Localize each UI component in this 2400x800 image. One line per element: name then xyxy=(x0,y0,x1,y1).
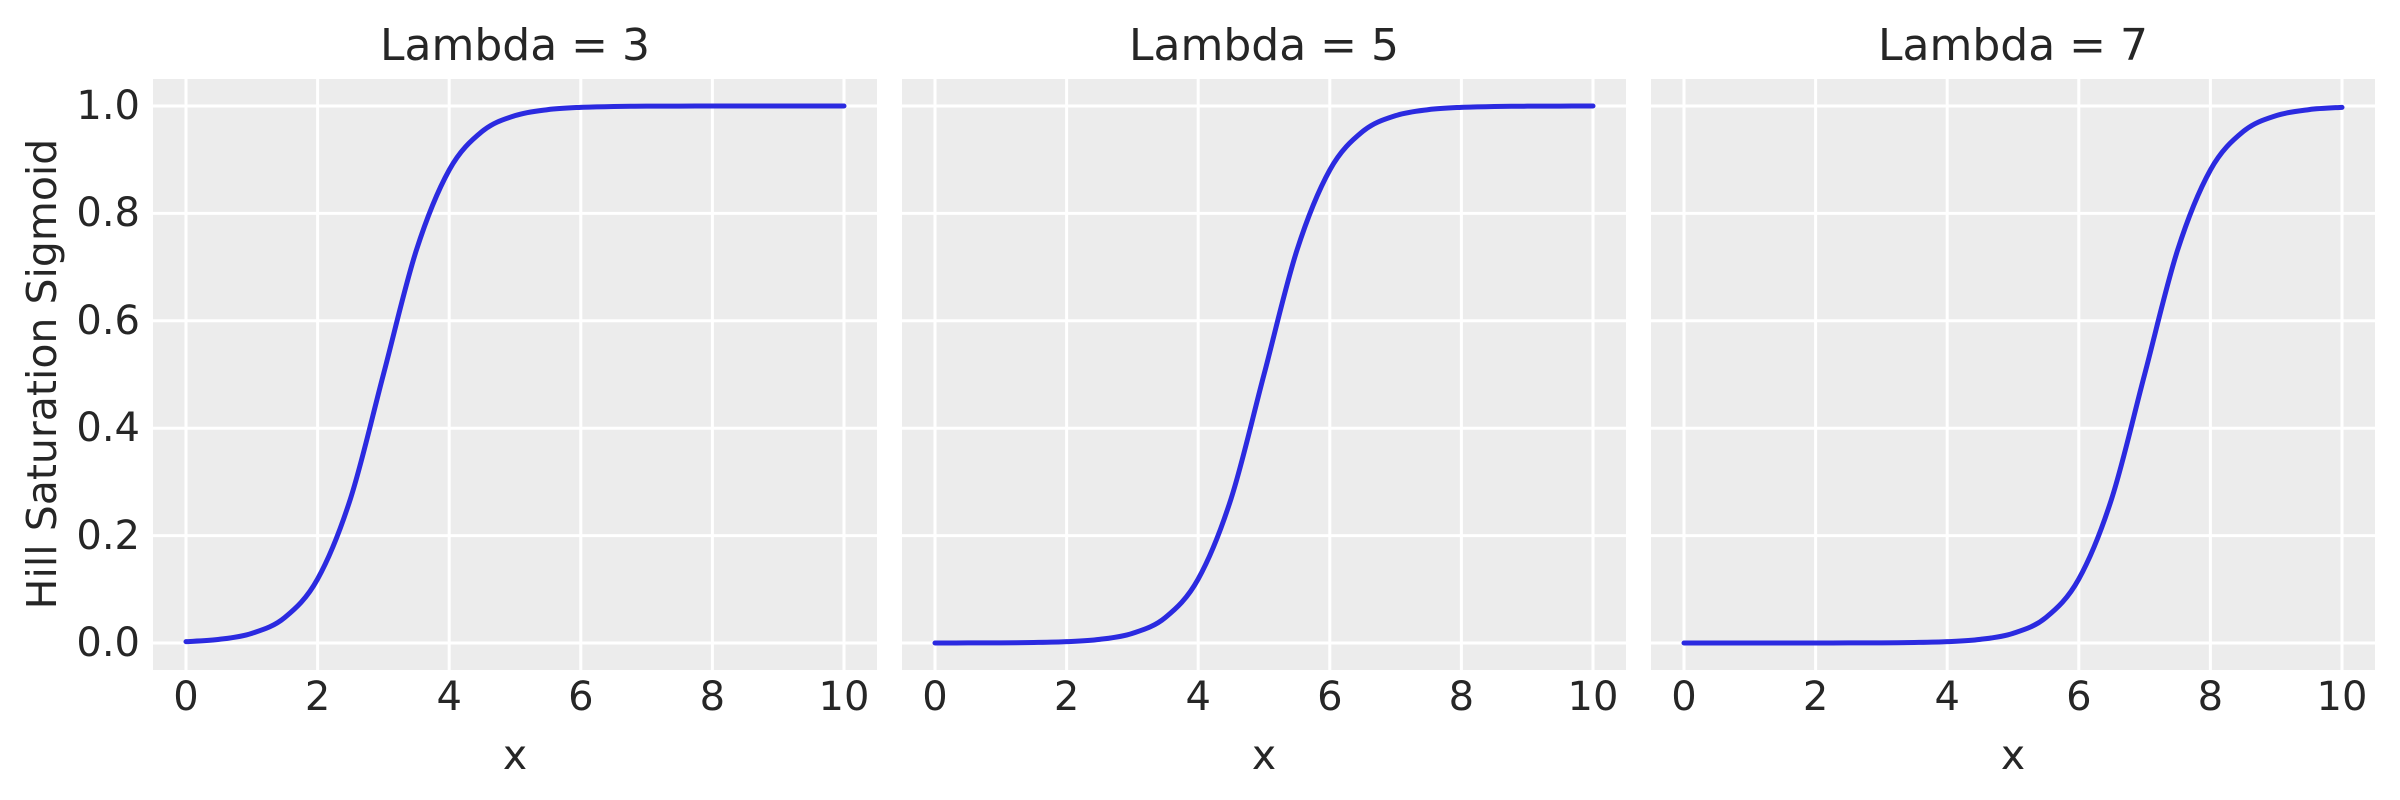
y-tick-label: 0.4 xyxy=(76,405,140,452)
subplot-lambda-7: Lambda = 7 0 2 4 6 8 10 x xyxy=(1651,0,2375,800)
subplot-title: Lambda = 3 xyxy=(380,20,650,71)
sigmoid-curve xyxy=(1681,104,2345,646)
x-tick-label: 2 xyxy=(1053,674,1080,720)
subplot-title: Lambda = 7 xyxy=(1878,20,2148,71)
plot-area xyxy=(1651,79,2375,670)
y-tick-label: 0.0 xyxy=(76,620,140,666)
x-tick-label: 8 xyxy=(699,674,726,720)
curve-svg xyxy=(1651,79,2375,670)
sigmoid-curve xyxy=(183,103,847,645)
x-tick-label: 8 xyxy=(1448,674,1475,720)
curve-svg xyxy=(153,79,877,670)
x-tick-label: 0 xyxy=(173,674,199,720)
x-tick-label: 2 xyxy=(304,674,331,720)
x-tick-label: 0 xyxy=(1671,674,1697,720)
y-tick-label: 0.8 xyxy=(76,190,140,237)
subplot-lambda-5: Lambda = 5 0 2 4 6 8 10 x xyxy=(902,0,1626,800)
x-tick-label: 10 xyxy=(818,674,870,720)
x-tick-label: 6 xyxy=(2066,674,2092,720)
x-tick-label: 4 xyxy=(1185,674,1211,720)
x-tick-label: 4 xyxy=(1934,674,1960,720)
x-tick-label: 6 xyxy=(1317,674,1343,720)
y-tick-label: 1.0 xyxy=(76,83,140,129)
sigmoid-curve xyxy=(932,103,1596,646)
x-tick-label: 4 xyxy=(436,674,462,720)
x-axis-label: x xyxy=(1251,731,1277,779)
x-tick-label: 0 xyxy=(922,674,948,720)
curve-svg xyxy=(902,79,1626,670)
plot-area xyxy=(902,79,1626,670)
plot-area xyxy=(153,79,877,670)
x-tick-label: 8 xyxy=(2197,674,2224,720)
x-axis-label: x xyxy=(502,731,528,779)
y-tick-label: 0.6 xyxy=(76,297,140,344)
subplot-title: Lambda = 5 xyxy=(1129,20,1399,71)
subplot-lambda-3: Lambda = 3 0 2 4 6 8 10 x xyxy=(153,0,877,800)
y-tick-label: 0.2 xyxy=(76,512,140,559)
x-tick-label: 2 xyxy=(1802,674,1829,720)
x-tick-label: 6 xyxy=(568,674,594,720)
x-tick-label: 10 xyxy=(2316,674,2368,720)
x-tick-label: 10 xyxy=(1567,674,1619,720)
x-axis-label: x xyxy=(2000,731,2026,779)
